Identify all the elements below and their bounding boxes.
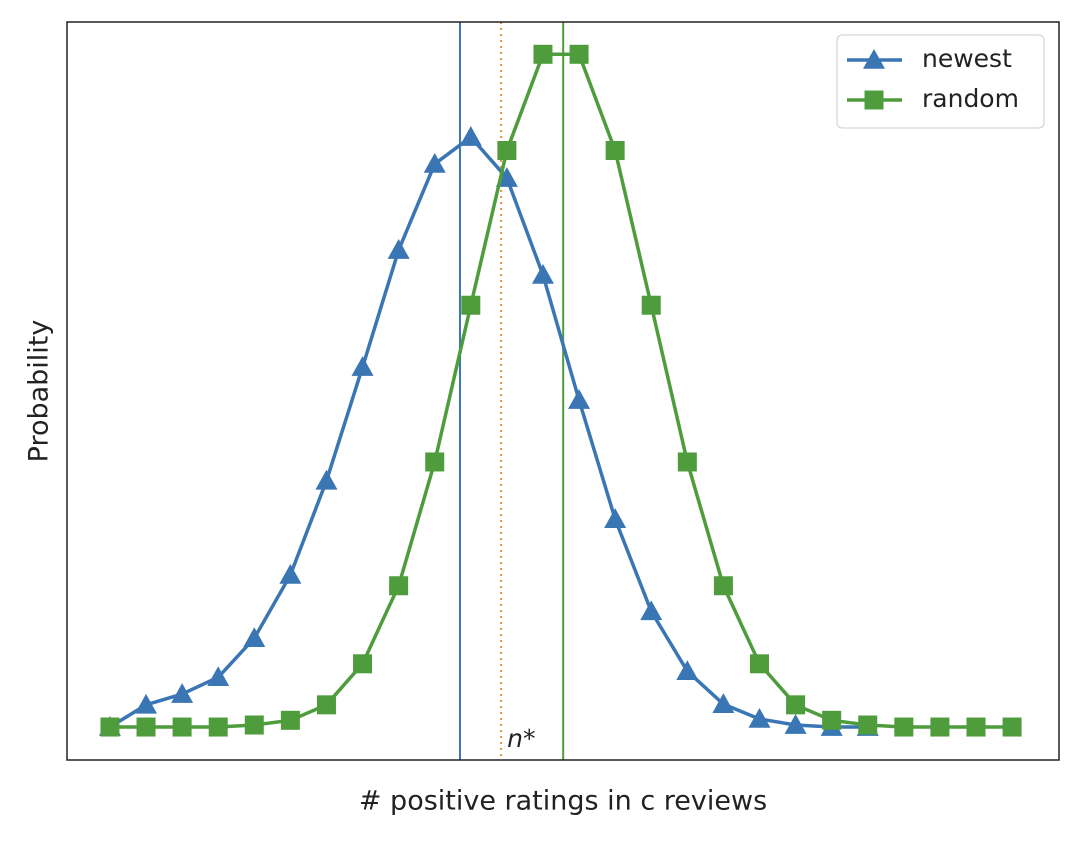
marker: [389, 576, 409, 596]
marker: [604, 508, 627, 528]
marker: [748, 707, 771, 728]
marker: [784, 714, 807, 734]
legend-marker: [863, 49, 885, 69]
marker: [423, 152, 446, 173]
marker: [786, 695, 806, 715]
marker: [351, 356, 374, 376]
marker: [966, 717, 986, 737]
series: [100, 44, 1022, 737]
marker: [533, 44, 553, 64]
marker: [749, 654, 769, 674]
series-line: [109, 135, 868, 729]
marker: [894, 717, 914, 737]
legend-marker: [864, 90, 884, 110]
marker: [531, 263, 554, 284]
marker: [1002, 717, 1022, 737]
marker: [641, 295, 661, 315]
marker: [459, 126, 482, 146]
marker: [569, 44, 589, 64]
marker: [461, 295, 481, 315]
annotation: n*: [507, 724, 535, 753]
marker: [640, 600, 663, 621]
marker: [425, 452, 445, 472]
marker: [316, 695, 336, 715]
marker: [497, 140, 517, 160]
marker: [858, 715, 878, 735]
marker: [822, 710, 842, 730]
marker: [713, 576, 733, 596]
marker: [280, 710, 300, 730]
plot-frame: [66, 21, 1060, 761]
marker: [172, 717, 192, 737]
x-axis-label: # positive ratings in c reviews: [359, 786, 767, 817]
marker: [387, 239, 410, 259]
marker: [495, 167, 518, 187]
marker: [243, 627, 266, 648]
marker: [677, 452, 697, 472]
marker: [208, 717, 228, 737]
marker: [135, 693, 158, 714]
series: [98, 126, 879, 736]
marker: [676, 660, 699, 680]
marker: [712, 693, 735, 713]
marker: [171, 683, 194, 703]
marker: [244, 715, 264, 735]
marker: [279, 563, 302, 584]
marker: [353, 654, 373, 674]
y-axis-label: Probability: [24, 320, 55, 463]
marker: [100, 717, 120, 737]
marker: [136, 717, 156, 737]
marker: [568, 389, 591, 409]
marker: [315, 469, 338, 490]
legend-label: newest: [922, 44, 1012, 73]
marker: [605, 140, 625, 160]
marker: [930, 717, 950, 737]
marker: [207, 666, 230, 687]
legend-label: random: [922, 84, 1019, 113]
series-line: [109, 52, 1013, 729]
legend: newest random: [836, 34, 1045, 129]
